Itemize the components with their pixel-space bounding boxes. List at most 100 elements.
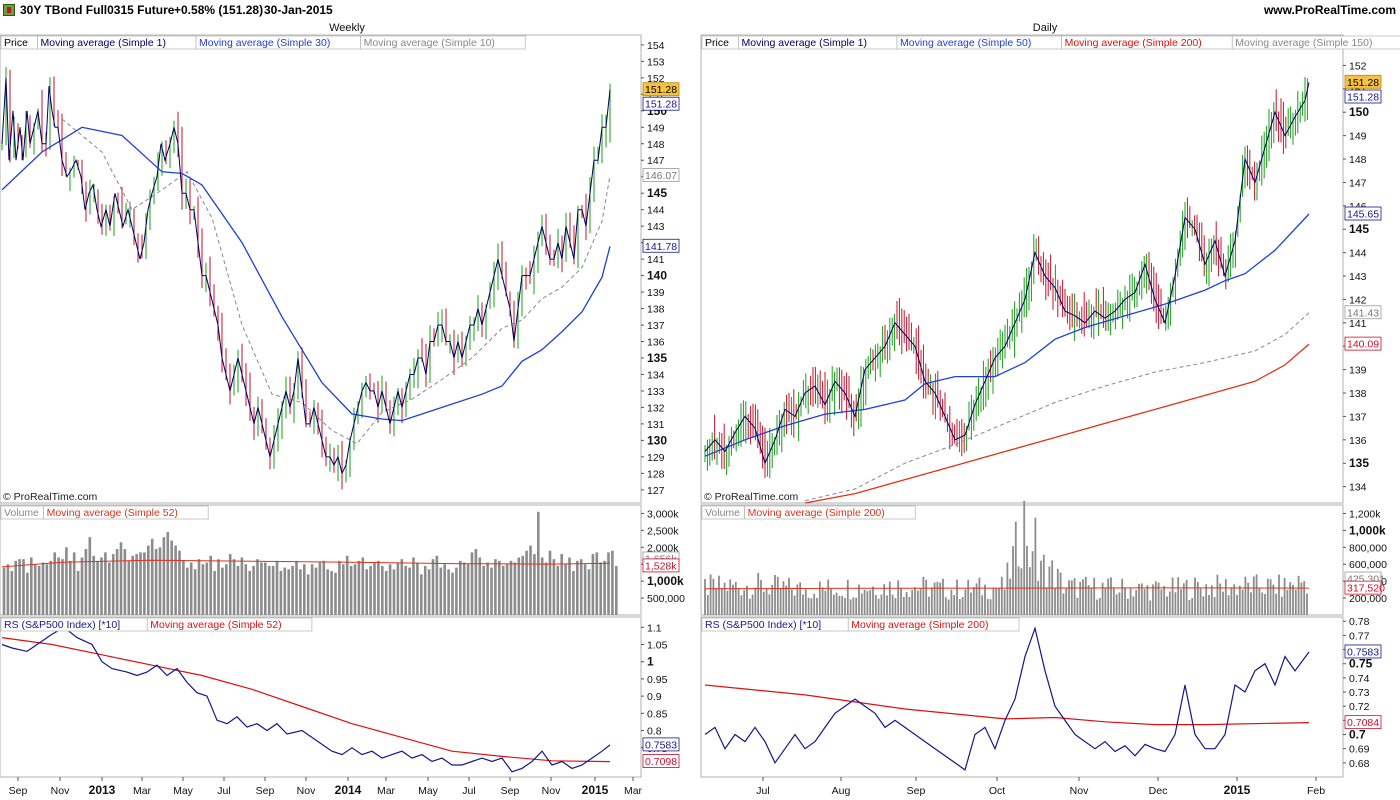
volume-bar bbox=[459, 560, 462, 615]
volume-bar bbox=[726, 590, 729, 615]
volume-bar bbox=[615, 565, 618, 615]
x-tick-label: Mar bbox=[624, 785, 643, 797]
volume-bar bbox=[1283, 577, 1286, 615]
volume-bar bbox=[1188, 600, 1191, 615]
volume-bar bbox=[779, 588, 782, 615]
website-link[interactable]: www.ProRealTime.com bbox=[1263, 3, 1396, 17]
volume-bar bbox=[1238, 585, 1241, 615]
volume-bar bbox=[995, 588, 998, 615]
volume-bar bbox=[743, 590, 746, 615]
ma200-line bbox=[804, 343, 1310, 504]
volume-bar bbox=[1224, 579, 1227, 615]
volume-bar bbox=[540, 557, 544, 615]
volume-bar bbox=[1294, 589, 1297, 615]
y-tick-label: 0.75 bbox=[1349, 657, 1373, 671]
volume-bar bbox=[737, 588, 740, 615]
volume-bar bbox=[435, 555, 439, 615]
volume-bar bbox=[365, 569, 368, 615]
legend-box bbox=[146, 617, 313, 632]
volume-bar bbox=[1056, 568, 1059, 615]
volume-bar bbox=[599, 562, 602, 615]
volume-bar bbox=[1152, 584, 1154, 615]
volume-bar bbox=[776, 576, 779, 615]
value-badge-label: 151.28 bbox=[1347, 92, 1379, 104]
y-tick-label: 148 bbox=[647, 139, 665, 151]
y-tick-label: 0.74 bbox=[1349, 673, 1370, 685]
volume-bar bbox=[498, 560, 501, 615]
volume-bar bbox=[1255, 574, 1258, 615]
volume-bar bbox=[746, 585, 748, 615]
x-tick-label: Dec bbox=[1149, 785, 1168, 797]
ma50-line bbox=[704, 213, 1310, 457]
volume-bar bbox=[131, 555, 134, 615]
volume-bar bbox=[576, 560, 579, 615]
volume-bar bbox=[877, 598, 880, 615]
volume-bar bbox=[874, 595, 877, 615]
value-badge bbox=[1344, 89, 1382, 104]
volume-bar bbox=[1118, 592, 1121, 615]
x-tick-label: Sep bbox=[907, 785, 926, 797]
volume-bar bbox=[544, 562, 548, 615]
title-bar: 30Y TBond Full0315 Future +0.58% (151.28… bbox=[0, 0, 1400, 20]
volume-bar bbox=[353, 564, 357, 615]
y-tick-label: 143 bbox=[647, 221, 665, 233]
volume-bar bbox=[1132, 596, 1135, 615]
value-badge bbox=[1344, 206, 1382, 221]
value-badge bbox=[642, 168, 680, 182]
y-tick-label: 129 bbox=[647, 452, 665, 464]
volume-bar bbox=[84, 549, 88, 615]
y-tick-label: 1.1 bbox=[647, 622, 662, 634]
volume-bar bbox=[115, 549, 119, 615]
volume-bar bbox=[170, 540, 173, 615]
volume-bar bbox=[1177, 577, 1180, 615]
volume-bar bbox=[127, 560, 131, 615]
volume-bar bbox=[579, 559, 583, 615]
volume-bar bbox=[123, 549, 127, 615]
value-badge bbox=[1344, 580, 1382, 595]
volume-bar bbox=[408, 567, 411, 615]
volume-bar bbox=[911, 589, 914, 615]
volume-bar bbox=[119, 542, 123, 615]
y-tick-label: 1 bbox=[647, 655, 654, 669]
volume-bar bbox=[919, 588, 922, 615]
legend-box bbox=[360, 35, 526, 50]
volume-bar bbox=[349, 565, 353, 615]
volume-bar bbox=[740, 595, 743, 615]
volume-bar bbox=[1202, 596, 1205, 615]
chart-date: 30-Jan-2015 bbox=[264, 3, 333, 17]
volume-bar bbox=[1171, 577, 1174, 615]
volume-bar bbox=[517, 557, 521, 615]
volume-bar bbox=[373, 562, 376, 615]
volume-bar bbox=[1140, 583, 1143, 615]
volume-bar bbox=[494, 559, 497, 615]
value-badge-label: 141.43 bbox=[1347, 307, 1379, 319]
x-tick-label: Oct bbox=[989, 785, 1005, 797]
x-tick-label: May bbox=[173, 785, 194, 797]
volume-bar bbox=[1199, 588, 1202, 615]
volume-bar bbox=[537, 511, 540, 615]
volume-bar bbox=[72, 552, 76, 615]
volume-bar bbox=[956, 579, 958, 615]
volume-bar bbox=[451, 572, 454, 615]
volume-bar bbox=[41, 562, 45, 615]
volume-bar bbox=[501, 565, 505, 615]
volume-bar bbox=[748, 598, 751, 615]
volume-bar bbox=[552, 559, 556, 615]
rs-line bbox=[704, 626, 1310, 771]
volume-bar bbox=[322, 560, 326, 615]
volume-bar bbox=[1020, 568, 1023, 615]
y-tick-label: 200,000 bbox=[1349, 593, 1387, 605]
volume-bar bbox=[1154, 581, 1157, 615]
volume-bar bbox=[361, 557, 365, 615]
y-tick-label: 148 bbox=[1349, 154, 1367, 166]
y-tick-label: 130 bbox=[647, 433, 667, 447]
volume-bar bbox=[852, 597, 855, 615]
volume-bar bbox=[860, 593, 863, 615]
volume-bar bbox=[357, 560, 361, 615]
volume-bar bbox=[1233, 584, 1236, 615]
volume-bar bbox=[1208, 595, 1210, 615]
volume-bar bbox=[587, 569, 591, 615]
y-tick-label: 145 bbox=[1349, 222, 1369, 236]
volume-bar bbox=[1031, 551, 1034, 615]
